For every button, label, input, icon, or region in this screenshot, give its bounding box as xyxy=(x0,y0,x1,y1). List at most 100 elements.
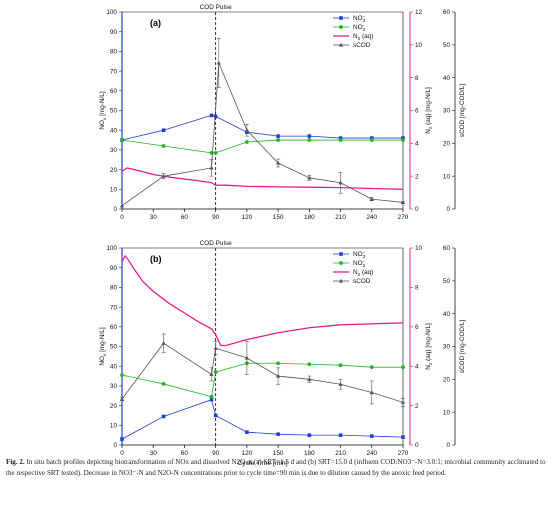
legend-marker xyxy=(339,252,343,256)
series-no3 xyxy=(120,397,405,441)
data-point xyxy=(307,377,312,381)
y-left-tick-label: 10 xyxy=(110,187,118,194)
y-left-tick-label: 0 xyxy=(113,442,117,449)
series-n2o xyxy=(121,254,404,347)
data-point xyxy=(307,362,312,367)
legend-marker xyxy=(338,278,344,283)
cod-pulse-label: COD Pulse xyxy=(200,240,232,247)
y-left-tick-label: 80 xyxy=(110,49,118,56)
y-left-axis-title: NOx [mg-N/L] xyxy=(99,327,107,365)
x-tick-label: 90 xyxy=(212,450,220,457)
y-left-tick-label: 50 xyxy=(110,344,118,351)
data-point xyxy=(369,365,374,370)
data-point xyxy=(161,414,166,419)
data-point xyxy=(209,372,214,377)
data-point xyxy=(216,60,221,65)
data-point xyxy=(209,397,214,402)
y-right2-tick-label: 30 xyxy=(443,344,451,351)
y-right2-tick-label: 0 xyxy=(446,206,450,213)
data-point xyxy=(213,370,218,375)
y-right1-tick-label: 0 xyxy=(415,442,419,449)
series-line xyxy=(121,62,404,207)
y-right2-tick-label: 30 xyxy=(443,108,451,115)
legend-entry: N2 (aq) xyxy=(353,269,373,277)
y-right2-tick-label: 50 xyxy=(443,42,451,49)
data-point xyxy=(161,341,166,345)
data-point xyxy=(119,203,125,208)
data-point xyxy=(338,136,343,140)
series-line xyxy=(121,342,404,403)
data-point xyxy=(276,432,280,436)
series-line xyxy=(121,254,404,347)
y-right2-tick-label: 0 xyxy=(446,442,450,449)
series-line xyxy=(121,139,403,154)
x-tick-label: 60 xyxy=(181,214,189,221)
x-tick-label: 270 xyxy=(398,214,409,221)
y-left-tick-label: 30 xyxy=(110,383,118,390)
series-line xyxy=(121,362,403,398)
data-point xyxy=(276,138,281,142)
data-point xyxy=(161,173,166,178)
y-right2-tick-label: 10 xyxy=(443,173,451,180)
chart-panel-a: 0 30 60 90 120 150 180 210 240 270010203040506070… xyxy=(99,4,466,221)
y-right1-tick-label: 0 xyxy=(415,206,419,213)
legend: NO3−NO2−N2 (aq)sCOD xyxy=(333,250,373,285)
data-point xyxy=(401,138,405,142)
data-point xyxy=(400,200,406,205)
y-right1-tick-label: 10 xyxy=(415,245,423,252)
x-tick-label: 60 xyxy=(181,450,189,457)
legend-entry: sCOD xyxy=(353,42,371,49)
data-point xyxy=(120,437,124,441)
panel-label: (a) xyxy=(150,18,161,28)
data-point xyxy=(161,382,166,386)
series-n2o xyxy=(121,167,404,190)
y-right1-tick-label: 8 xyxy=(415,285,419,292)
data-point xyxy=(338,363,343,368)
x-tick-label: 30 xyxy=(150,450,158,457)
figure-caption-label: Fig. 2. xyxy=(6,458,25,466)
figure-caption: Fig. 2. In situ batch profiles depicting… xyxy=(6,457,546,478)
data-point xyxy=(338,433,343,437)
series-line xyxy=(121,115,403,141)
x-axis-title: Cycle Time [min] xyxy=(237,460,287,467)
legend-entry: sCOD xyxy=(353,278,371,285)
legend-marker xyxy=(339,25,343,29)
series-line xyxy=(121,167,404,190)
legend-entry: NO3− xyxy=(353,14,366,23)
y-left-tick-label: 90 xyxy=(110,29,118,36)
data-point xyxy=(338,180,343,185)
x-tick-label: 240 xyxy=(366,214,377,221)
y-left-tick-label: 40 xyxy=(110,363,118,370)
data-point xyxy=(400,400,406,404)
y-left-tick-label: 100 xyxy=(106,245,117,252)
y-right2-tick-label: 40 xyxy=(443,311,451,318)
y-right2-tick-label: 40 xyxy=(443,75,451,82)
x-tick-label: 210 xyxy=(335,214,346,221)
y-right1-tick-label: 2 xyxy=(415,173,419,180)
y-right2-axis-title: sCOD [mg-COD/L] xyxy=(459,84,466,137)
series-scod xyxy=(119,37,406,208)
data-point xyxy=(276,134,280,138)
y-right2-tick-label: 20 xyxy=(443,377,451,384)
data-point xyxy=(307,138,312,142)
cod-pulse-label: COD Pulse xyxy=(200,4,232,11)
data-point xyxy=(120,373,124,377)
data-point xyxy=(213,150,218,155)
data-point xyxy=(369,390,374,395)
x-tick-label: 90 xyxy=(212,214,220,221)
y-left-tick-label: 40 xyxy=(110,127,118,134)
y-right2-tick-label: 60 xyxy=(443,245,451,252)
y-left-tick-label: 60 xyxy=(110,324,118,331)
data-point xyxy=(276,373,281,378)
y-right1-axis-title: N2 (aq) [mg-N/L] xyxy=(425,87,433,134)
data-point xyxy=(338,138,343,142)
data-point xyxy=(119,396,125,401)
y-left-tick-label: 80 xyxy=(110,285,118,292)
series-no3 xyxy=(120,113,405,142)
y-left-tick-label: 100 xyxy=(106,9,117,16)
data-point xyxy=(401,136,405,140)
series-scod xyxy=(119,333,406,407)
data-point xyxy=(209,394,214,399)
data-point xyxy=(161,128,166,132)
